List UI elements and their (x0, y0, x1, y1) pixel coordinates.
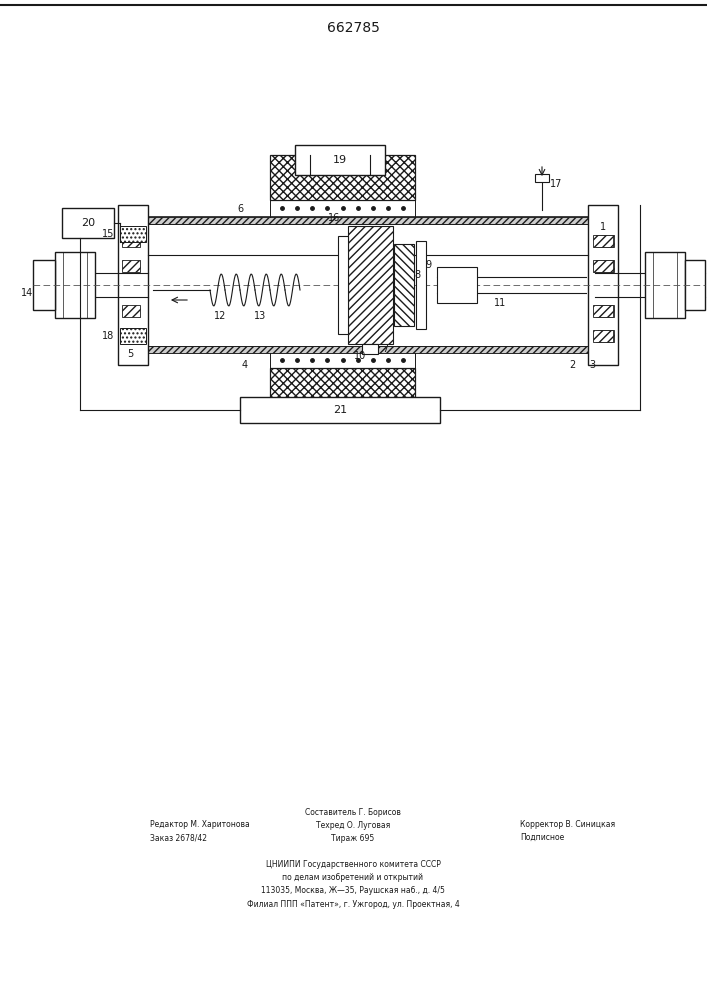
Text: 20: 20 (81, 218, 95, 228)
Bar (437, 267, 477, 303)
Text: 12: 12 (214, 311, 226, 321)
Text: 19: 19 (333, 155, 347, 165)
Bar (295, 145, 385, 175)
Bar (270, 368, 415, 408)
Text: 2: 2 (569, 360, 575, 370)
Text: 16: 16 (328, 213, 340, 223)
Text: 11: 11 (494, 298, 506, 308)
Text: 18: 18 (102, 331, 114, 341)
Bar (240, 397, 440, 423)
Bar (596, 305, 614, 317)
Bar (122, 235, 140, 247)
Bar (593, 235, 613, 247)
Bar (338, 236, 348, 334)
Text: 662785: 662785 (327, 21, 380, 35)
Bar (593, 330, 613, 342)
Bar (394, 244, 414, 326)
Bar (33, 260, 55, 310)
Text: Составитель Г. Борисов
Техред О. Луговая
Тираж 695: Составитель Г. Борисов Техред О. Луговая… (305, 808, 401, 843)
Text: 14: 14 (21, 288, 33, 298)
Text: 15: 15 (102, 229, 115, 239)
Bar (596, 260, 614, 272)
Bar (148, 217, 595, 224)
Text: 10: 10 (354, 351, 366, 361)
Text: 1: 1 (600, 222, 606, 232)
Bar (148, 346, 595, 353)
Bar (588, 205, 618, 365)
Bar (55, 252, 95, 318)
Bar (120, 328, 146, 344)
Bar (685, 260, 705, 310)
Bar (148, 217, 595, 353)
Bar (596, 330, 614, 342)
Text: Редактор М. Харитонова
Заказ 2678/42: Редактор М. Харитонова Заказ 2678/42 (150, 820, 250, 842)
Text: 13: 13 (254, 311, 266, 321)
Text: 8: 8 (414, 270, 420, 280)
Bar (535, 174, 549, 182)
Bar (62, 208, 114, 238)
Bar (362, 344, 378, 354)
Bar (348, 226, 393, 344)
Bar (122, 330, 140, 342)
Bar (270, 155, 415, 200)
Bar (593, 260, 613, 272)
Bar (118, 205, 148, 365)
Text: 6: 6 (237, 204, 243, 214)
Bar (645, 252, 685, 318)
Bar (120, 226, 146, 242)
Text: 9: 9 (425, 260, 431, 270)
Bar (416, 241, 426, 329)
Text: 21: 21 (333, 405, 347, 415)
Bar (596, 235, 614, 247)
Bar (593, 305, 613, 317)
Bar (122, 260, 140, 272)
Text: 3: 3 (589, 360, 595, 370)
Text: 7: 7 (382, 344, 388, 354)
Text: Корректор В. Синицкая
Подписное: Корректор В. Синицкая Подписное (520, 820, 615, 842)
Text: 5: 5 (127, 349, 133, 359)
Text: 4: 4 (242, 360, 248, 370)
Text: ЦНИИПИ Государственного комитета СССР
по делам изобретений и открытий
113035, Мо: ЦНИИПИ Государственного комитета СССР по… (247, 860, 460, 909)
Text: 17: 17 (550, 179, 562, 189)
Bar (122, 305, 140, 317)
